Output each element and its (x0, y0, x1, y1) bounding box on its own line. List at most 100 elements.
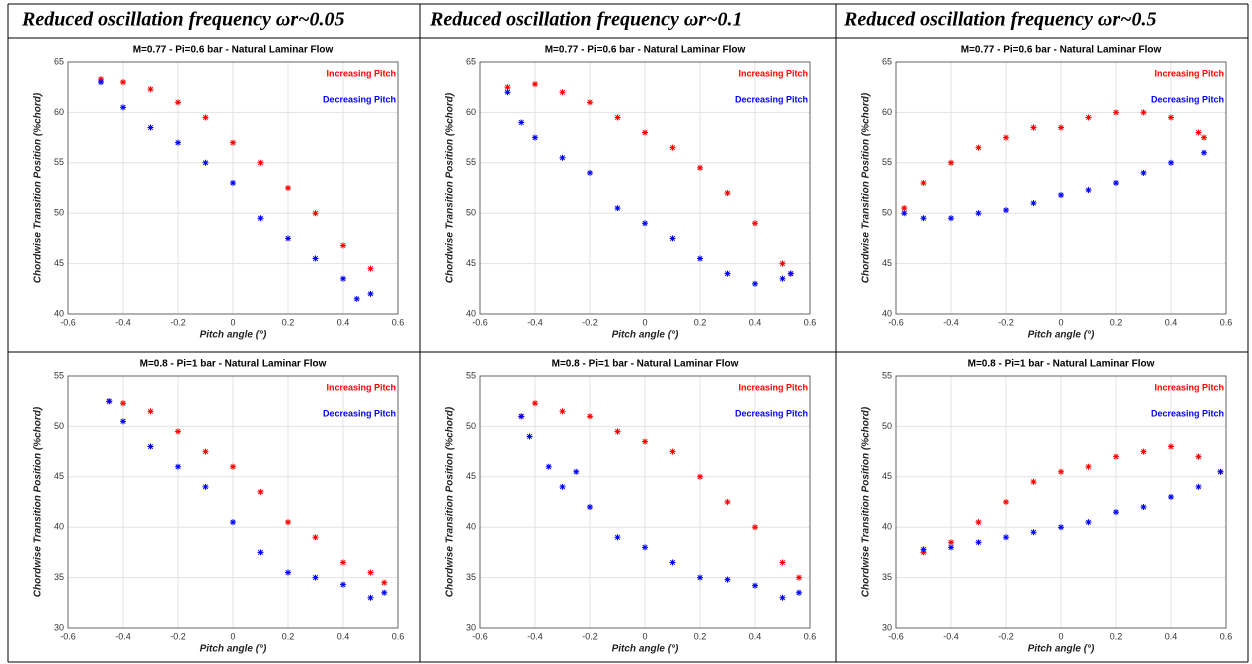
data-point (614, 205, 621, 212)
data-point (697, 164, 703, 171)
y-tick-label: 55 (466, 370, 476, 380)
data-point (669, 235, 676, 242)
data-point (587, 169, 593, 176)
data-point (545, 463, 552, 470)
data-point (1113, 109, 1119, 116)
data-point (1113, 179, 1119, 186)
data-point (285, 185, 291, 191)
data-point (175, 99, 181, 106)
data-point (147, 408, 154, 415)
data-point (752, 524, 758, 531)
data-point (230, 519, 236, 526)
x-axis-label: Pitch angle (°) (1028, 644, 1095, 655)
data-point (230, 179, 236, 186)
data-point (312, 210, 319, 217)
y-tick-label: 45 (882, 471, 892, 481)
axes-box (895, 375, 1227, 629)
x-tick-label: -0.6 (472, 631, 488, 641)
data-point (1195, 483, 1202, 490)
data-point (948, 544, 954, 551)
data-point (614, 114, 621, 121)
x-tick-label: 0 (230, 631, 235, 641)
x-axis-label: Pitch angle (°) (200, 330, 267, 341)
y-tick-label: 60 (466, 107, 476, 117)
data-point (779, 275, 786, 282)
legend-entry: Increasing Pitch (1154, 68, 1224, 78)
data-point (697, 255, 703, 262)
data-point (669, 559, 676, 566)
axes-box (479, 375, 811, 629)
chart-title: M=0.8 - Pi=1 bar - Natural Laminar Flow (552, 359, 739, 370)
data-point (1030, 478, 1037, 485)
legend-entry: Decreasing Pitch (1151, 94, 1224, 104)
data-point (340, 275, 346, 282)
y-tick-label: 55 (54, 157, 64, 167)
chart-title: M=0.8 - Pi=1 bar - Natural Laminar Flow (968, 359, 1155, 370)
table-borders (7, 3, 1249, 663)
y-axis-label: Chordwise Transition Position (%chord) (33, 92, 44, 283)
x-tick-label: 0 (642, 317, 647, 327)
data-point (920, 215, 927, 222)
data-point (796, 589, 802, 596)
data-point (573, 468, 580, 475)
data-point (1168, 114, 1174, 121)
data-point (920, 179, 927, 186)
chart: -0.6 -0.4 -0.2 0 0.2 0.4 0.6 30 35 40 45 50 55 Increa… (33, 359, 405, 655)
data-point (559, 154, 566, 161)
y-tick-label: 40 (466, 308, 476, 318)
data-point (120, 104, 126, 111)
legend-entry: Decreasing Pitch (323, 94, 396, 104)
data-point (1085, 519, 1092, 526)
y-axis-label: Chordwise Transition Position (%chord) (445, 92, 456, 283)
data-point (312, 574, 319, 581)
x-tick-label: -0.2 (170, 317, 186, 327)
x-tick-label: 0.2 (694, 631, 707, 641)
y-tick-label: 55 (466, 157, 476, 167)
data-point (948, 539, 954, 546)
legend-entry: Decreasing Pitch (1151, 408, 1224, 418)
x-tick-label: 0.6 (804, 631, 817, 641)
chart: -0.6 -0.4 -0.2 0 0.2 0.4 0.6 40 45 50 55 60 65 Increa… (445, 45, 817, 341)
x-tick-label: 0.2 (282, 631, 295, 641)
y-tick-label: 30 (54, 622, 64, 632)
chart: -0.6 -0.4 -0.2 0 0.2 0.4 0.6 40 45 50 55 60 65 Increa… (33, 45, 405, 341)
legend-entry: Decreasing Pitch (735, 408, 808, 418)
data-point (779, 559, 786, 566)
data-point (614, 428, 621, 435)
y-tick-label: 35 (54, 572, 64, 582)
x-tick-label: 0.2 (694, 317, 707, 327)
y-tick-label: 40 (882, 308, 892, 318)
x-tick-label: 0.4 (749, 631, 762, 641)
data-point (920, 549, 927, 556)
data-point (669, 448, 676, 455)
data-point (1058, 524, 1064, 531)
legend-entry: Increasing Pitch (738, 68, 808, 78)
data-point (120, 400, 126, 407)
y-tick-label: 40 (466, 522, 476, 532)
data-point (948, 159, 954, 166)
data-point (353, 295, 360, 302)
data-point (1168, 493, 1174, 500)
x-tick-label: -0.2 (170, 631, 186, 641)
data-point (147, 443, 154, 450)
x-tick-label: 0.6 (392, 317, 405, 327)
legend-entry: Increasing Pitch (326, 68, 396, 78)
data-point (175, 139, 181, 146)
x-tick-label: 0.4 (1165, 317, 1178, 327)
chart-title: M=0.8 - Pi=1 bar - Natural Laminar Flow (140, 359, 327, 370)
data-point (202, 114, 209, 121)
data-point (1201, 149, 1207, 156)
data-point (175, 428, 181, 435)
x-tick-label: 0.2 (282, 317, 295, 327)
data-point (381, 589, 388, 596)
y-tick-label: 50 (54, 421, 64, 431)
x-tick-label: 0.6 (804, 317, 817, 327)
data-point (975, 210, 982, 217)
y-tick-label: 50 (882, 208, 892, 218)
data-point (1168, 443, 1174, 450)
data-point (120, 418, 126, 425)
data-point (257, 488, 264, 495)
y-tick-label: 50 (882, 421, 892, 431)
y-tick-label: 50 (466, 208, 476, 218)
